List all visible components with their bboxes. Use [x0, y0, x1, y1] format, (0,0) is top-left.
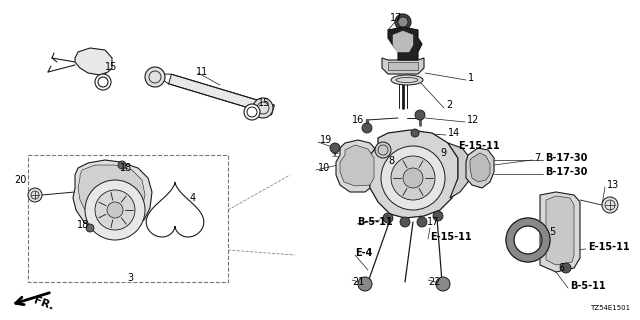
- Text: 15: 15: [105, 62, 117, 72]
- Circle shape: [436, 277, 450, 291]
- Text: 19: 19: [320, 135, 332, 145]
- Circle shape: [417, 217, 427, 227]
- Text: 1: 1: [468, 73, 474, 83]
- Text: 8: 8: [388, 156, 394, 166]
- Text: 18: 18: [77, 220, 89, 230]
- Text: E-4: E-4: [355, 248, 372, 258]
- Text: 17: 17: [390, 13, 403, 23]
- Text: 22: 22: [428, 277, 440, 287]
- Text: 17: 17: [427, 217, 440, 227]
- Circle shape: [411, 129, 419, 137]
- Text: 21: 21: [352, 277, 364, 287]
- Text: 4: 4: [190, 193, 196, 203]
- Text: 9: 9: [440, 148, 446, 158]
- Polygon shape: [340, 145, 374, 186]
- Circle shape: [118, 161, 126, 169]
- Polygon shape: [470, 153, 490, 182]
- Text: B-5-11: B-5-11: [570, 281, 605, 291]
- Circle shape: [244, 104, 260, 120]
- Polygon shape: [448, 143, 472, 198]
- Circle shape: [330, 143, 340, 153]
- Circle shape: [391, 156, 435, 200]
- Circle shape: [145, 67, 165, 87]
- Polygon shape: [168, 74, 275, 115]
- Text: 3: 3: [127, 273, 133, 283]
- Polygon shape: [466, 148, 494, 188]
- Circle shape: [415, 110, 425, 120]
- Text: 7: 7: [534, 153, 540, 163]
- Circle shape: [362, 123, 372, 133]
- Text: B-5-11: B-5-11: [357, 217, 392, 227]
- Polygon shape: [540, 192, 580, 272]
- Circle shape: [602, 197, 618, 213]
- Text: TZ54E1501: TZ54E1501: [590, 305, 630, 311]
- Circle shape: [383, 213, 393, 223]
- Circle shape: [433, 211, 443, 221]
- Circle shape: [375, 142, 391, 158]
- Text: 5: 5: [549, 227, 556, 237]
- Text: 6: 6: [558, 263, 564, 273]
- Text: 13: 13: [607, 180, 620, 190]
- Polygon shape: [368, 130, 458, 218]
- Text: 20: 20: [14, 175, 26, 185]
- Circle shape: [358, 277, 372, 291]
- Polygon shape: [382, 58, 424, 74]
- Circle shape: [561, 263, 571, 273]
- Text: 12: 12: [467, 115, 479, 125]
- Text: B-17-30: B-17-30: [545, 153, 588, 163]
- Circle shape: [95, 190, 135, 230]
- Text: 16: 16: [352, 115, 364, 125]
- Circle shape: [381, 146, 445, 210]
- Text: B-17-30: B-17-30: [545, 167, 588, 177]
- Circle shape: [395, 14, 411, 30]
- Text: 10: 10: [318, 163, 330, 173]
- Polygon shape: [336, 140, 378, 192]
- Polygon shape: [546, 196, 574, 265]
- Text: FR.: FR.: [32, 296, 54, 312]
- Ellipse shape: [391, 75, 423, 85]
- Circle shape: [86, 224, 94, 232]
- Circle shape: [107, 202, 123, 218]
- Text: 18: 18: [120, 163, 132, 173]
- Polygon shape: [393, 31, 413, 52]
- Text: E-15-11: E-15-11: [458, 141, 500, 151]
- Polygon shape: [75, 48, 112, 75]
- Polygon shape: [388, 27, 422, 60]
- Polygon shape: [78, 165, 145, 222]
- Circle shape: [398, 17, 408, 27]
- Circle shape: [95, 74, 111, 90]
- Text: 14: 14: [448, 128, 460, 138]
- Polygon shape: [388, 62, 418, 70]
- Polygon shape: [73, 160, 152, 232]
- Circle shape: [403, 168, 423, 188]
- Circle shape: [253, 98, 273, 118]
- Circle shape: [28, 188, 42, 202]
- Text: 2: 2: [446, 100, 452, 110]
- Text: 15: 15: [258, 98, 270, 108]
- Circle shape: [85, 180, 145, 240]
- Bar: [28, 155, 228, 282]
- Text: E-15-11: E-15-11: [430, 232, 472, 242]
- Text: E-15-11: E-15-11: [588, 242, 630, 252]
- Text: 11: 11: [196, 67, 208, 77]
- Circle shape: [400, 217, 410, 227]
